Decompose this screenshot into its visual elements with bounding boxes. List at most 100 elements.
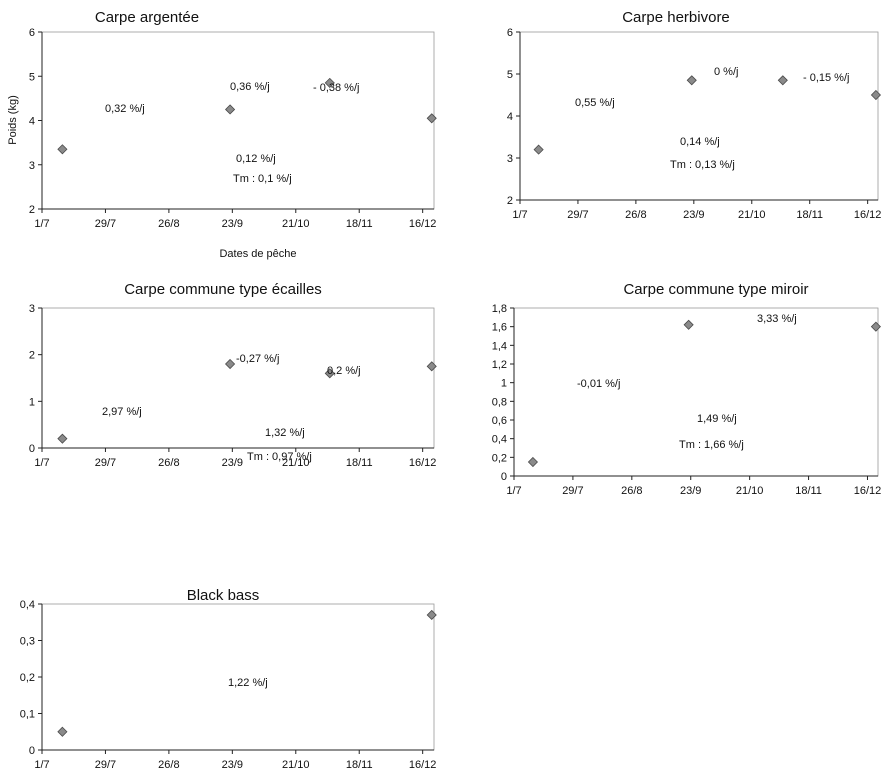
y-tick-label: 2 (29, 204, 35, 216)
data-point (777, 75, 788, 86)
x-tick-label: 21/10 (738, 209, 766, 221)
y-tick-label: 3 (29, 303, 35, 315)
y-tick-label: 6 (29, 27, 35, 39)
x-tick-label: 18/11 (795, 485, 822, 497)
growth-rate-annotation: 0,12 %/j (236, 153, 276, 165)
x-tick-label: 18/11 (346, 457, 373, 469)
growth-rate-annotation: 3,33 %/j (757, 313, 797, 325)
y-tick-label: 1,4 (492, 340, 507, 352)
x-tick-label: 23/9 (222, 759, 243, 771)
x-tick-label: 21/10 (736, 485, 764, 497)
chart-title: Carpe herbivore (622, 9, 730, 26)
x-axis-label: Dates de pêche (219, 248, 296, 260)
data-point (683, 319, 694, 330)
growth-rate-annotation: - 0,15 %/j (803, 72, 849, 84)
y-tick-label: 0 (501, 471, 507, 483)
y-tick-label: 1,8 (492, 303, 507, 315)
y-tick-label: 0 (29, 443, 35, 455)
y-tick-label: 1,2 (492, 359, 507, 371)
x-tick-label: 16/12 (854, 485, 882, 497)
y-tick-label: 0,1 (20, 709, 35, 721)
x-tick-label: 23/9 (683, 209, 704, 221)
y-tick-label: 0,6 (492, 415, 507, 427)
x-tick-label: 29/7 (562, 485, 583, 497)
data-point (57, 144, 68, 155)
x-tick-label: 26/8 (158, 218, 179, 230)
x-tick-label: 1/7 (512, 209, 527, 221)
growth-rate-annotation: -0,27 %/j (236, 353, 279, 365)
x-tick-label: 16/12 (409, 218, 437, 230)
x-tick-label: 16/12 (854, 209, 882, 221)
y-tick-label: 1 (501, 378, 507, 390)
data-point (426, 361, 437, 372)
y-tick-label: 4 (507, 111, 513, 123)
chart-title: Carpe argentée (95, 9, 199, 26)
y-tick-label: 0,8 (492, 396, 507, 408)
x-tick-label: 1/7 (34, 759, 49, 771)
x-tick-label: 29/7 (567, 209, 588, 221)
growth-rate-annotation: Tm : 1,66 %/j (679, 439, 744, 451)
growth-rate-annotation: 0,14 %/j (680, 136, 720, 148)
chart-title: Carpe commune type miroir (623, 281, 808, 298)
growth-rate-annotation: 0 %/j (714, 66, 738, 78)
x-tick-label: 26/8 (625, 209, 646, 221)
data-point (225, 358, 236, 370)
x-tick-label: 23/9 (222, 218, 243, 230)
growth-rate-annotation: 0,32 %/j (105, 103, 145, 115)
y-tick-label: 3 (507, 153, 513, 165)
x-tick-label: 29/7 (95, 759, 116, 771)
x-tick-label: 18/11 (346, 218, 373, 230)
growth-rate-annotation: 1,49 %/j (697, 413, 737, 425)
x-tick-label: 1/7 (34, 218, 49, 230)
growth-rate-annotation: Tm : 0,1 %/j (233, 173, 292, 185)
y-tick-label: 0,2 (492, 452, 507, 464)
x-tick-label: 26/8 (158, 759, 179, 771)
y-axis-label: Poids (kg) (7, 95, 19, 145)
y-tick-label: 5 (507, 69, 513, 81)
x-tick-label: 29/7 (95, 218, 116, 230)
x-tick-label: 29/7 (95, 457, 116, 469)
growth-rate-annotation: 1,32 %/j (265, 427, 305, 439)
x-tick-label: 18/11 (796, 209, 823, 221)
y-tick-label: 0,4 (492, 434, 507, 446)
chart-title: Carpe commune type écailles (124, 281, 322, 298)
x-tick-label: 26/8 (621, 485, 642, 497)
growth-rate-annotation: -0,01 %/j (577, 378, 620, 390)
y-tick-label: 0,3 (20, 636, 35, 648)
data-point (870, 321, 881, 332)
x-tick-label: 16/12 (409, 457, 437, 469)
y-tick-label: 2 (507, 195, 513, 207)
growth-rate-annotation: 1,22 %/j (228, 677, 268, 689)
growth-rate-annotation: 0,55 %/j (575, 97, 615, 109)
x-tick-label: 21/10 (282, 218, 310, 230)
growth-rate-annotation: - 0,38 %/j (313, 82, 359, 94)
y-tick-label: 2 (29, 350, 35, 362)
plot-area (41, 307, 435, 449)
y-tick-label: 1 (29, 396, 35, 408)
y-tick-label: 0,2 (20, 672, 35, 684)
x-tick-label: 16/12 (409, 759, 437, 771)
x-tick-label: 23/9 (222, 457, 243, 469)
data-point (426, 609, 437, 621)
x-tick-label: 26/8 (158, 457, 179, 469)
data-point (527, 456, 539, 468)
y-tick-label: 0,4 (20, 599, 35, 611)
y-tick-label: 3 (29, 160, 35, 172)
data-point (324, 77, 335, 88)
data-point (57, 433, 68, 444)
plot-area (519, 31, 879, 201)
y-tick-label: 5 (29, 71, 35, 83)
y-tick-label: 0 (29, 745, 35, 757)
growth-rate-annotation: Tm : 0,97 %/j (247, 451, 312, 463)
growth-rate-annotation: 0,36 %/j (230, 81, 270, 93)
growth-rate-annotation: 0,2 %/j (327, 365, 361, 377)
data-point (225, 104, 236, 115)
growth-rate-annotation: Tm : 0,13 %/j (670, 159, 735, 171)
data-point (533, 144, 544, 155)
y-tick-label: 6 (507, 27, 513, 39)
x-tick-label: 18/11 (346, 759, 373, 771)
y-tick-label: 1,6 (492, 322, 507, 334)
data-point (686, 75, 697, 86)
data-point (324, 368, 335, 379)
x-tick-label: 1/7 (506, 485, 521, 497)
